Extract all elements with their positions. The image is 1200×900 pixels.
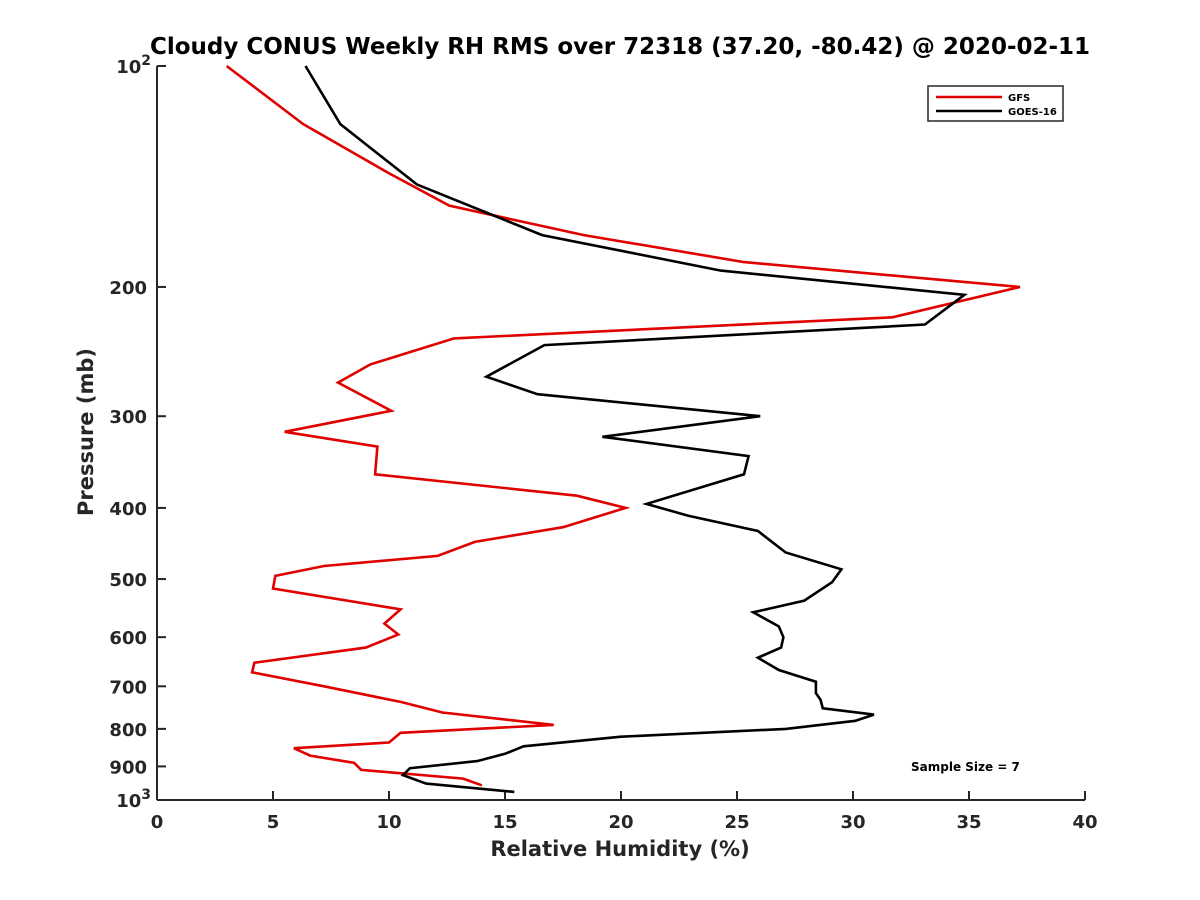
y-tick-label: 103 [116,787,151,812]
axes: 0 5 10 15 20 25 30 35 40 102 200 300 400 500 600 700 800… [109,53,1097,833]
x-axis-label: Relative Humidity (%) [490,837,749,861]
y-tick-label: 102 [116,53,151,78]
y-axis-label: Pressure (mb) [74,348,98,516]
y-tick-label: 200 [109,278,147,299]
x-tick-label: 10 [376,812,401,833]
y-tick-label: 700 [109,677,147,698]
x-tick-label: 0 [151,812,164,833]
series-lines [225,64,1021,794]
y-tick-label: 500 [109,570,147,591]
x-tick-label: 35 [956,812,981,833]
legend: GFS GOES-16 [927,85,1064,122]
legend-label: GOES-16 [1008,107,1057,118]
y-tick-label: 400 [109,499,147,520]
series-line-goes-16 [304,65,968,794]
x-tick-label: 40 [1072,812,1097,833]
x-tick-label: 20 [608,812,633,833]
y-tick-label: 300 [109,407,147,428]
legend-box [927,85,1064,122]
y-tick-label: 600 [109,628,147,649]
y-tick-label: 800 [109,720,147,741]
series-line-gfs [225,64,1021,787]
x-tick-label: 15 [492,812,517,833]
legend-label: GFS [1008,93,1030,104]
y-tick-label: 900 [109,757,147,778]
x-tick-label: 30 [840,812,865,833]
x-tick-label: 25 [724,812,749,833]
sample-size-annotation: Sample Size = 7 [911,760,1020,774]
x-tick-label: 5 [267,812,280,833]
chart-title: Cloudy CONUS Weekly RH RMS over 72318 (3… [150,34,1090,60]
